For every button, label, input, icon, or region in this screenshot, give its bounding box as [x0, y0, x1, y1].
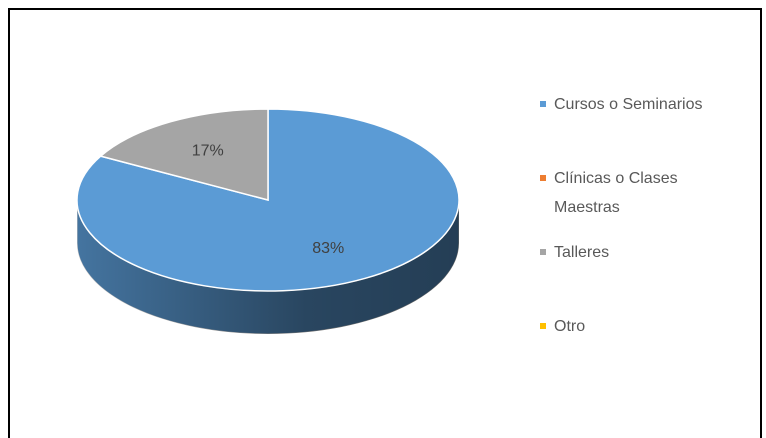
legend-swatch	[540, 175, 546, 181]
legend-item: Cursos o Seminarios	[540, 90, 740, 164]
legend-item: Otro	[540, 312, 740, 386]
data-label: 83%	[312, 240, 344, 257]
legend-item: Talleres	[540, 238, 740, 312]
slice	[99, 108, 269, 201]
data-label: 17%	[192, 143, 224, 160]
legend-swatch	[540, 101, 546, 107]
legend-swatch	[540, 249, 546, 255]
legend-label: Clínicas o Clases Maestras	[554, 170, 678, 216]
legend-swatch	[540, 323, 546, 329]
legend: Cursos o Seminarios Clínicas o Clases Mae…	[540, 90, 740, 386]
chart-frame	[8, 8, 762, 438]
legend-label: Cursos o Seminarios	[554, 96, 703, 113]
legend-label: Talleres	[554, 244, 610, 261]
legend-label: Otro	[554, 318, 586, 335]
legend-item: Clínicas o Clases Maestras	[540, 164, 740, 238]
side-shade	[77, 200, 459, 334]
